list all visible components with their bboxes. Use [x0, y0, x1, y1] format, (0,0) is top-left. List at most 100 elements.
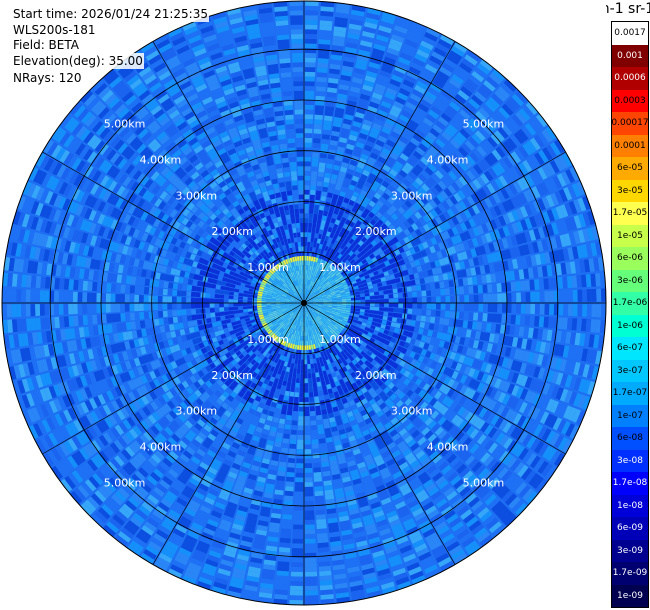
- ray-gate: [304, 411, 310, 417]
- ray-gate: [322, 308, 327, 311]
- ray-gate: [326, 308, 332, 311]
- ray-gate: [559, 359, 567, 372]
- ray-gate: [317, 428, 325, 435]
- ray-gate: [77, 280, 84, 291]
- ray-gate: [279, 413, 286, 420]
- ray-gate: [374, 303, 380, 307]
- ray-gate: [96, 303, 102, 313]
- ray-gate: [77, 315, 84, 326]
- ray-gate: [410, 320, 416, 327]
- ray-gate: [281, 519, 292, 525]
- ray-gate: [322, 307, 328, 309]
- ray-gate: [295, 477, 304, 483]
- ray-gate: [317, 537, 329, 544]
- ray-gate: [515, 361, 523, 373]
- ray-gate: [525, 303, 531, 314]
- ray-gate: [381, 320, 387, 325]
- ray-gate: [305, 576, 318, 582]
- ray-gate: [407, 308, 413, 314]
- ray-gate: [275, 584, 289, 591]
- ray-gate: [294, 491, 304, 497]
- ray-gate: [565, 331, 572, 344]
- ray-gate: [192, 279, 198, 286]
- ray-gate: [196, 319, 203, 326]
- ray-gate: [518, 326, 525, 337]
- ray-gate: [59, 278, 65, 290]
- ray-gate: [205, 293, 211, 298]
- ray-gate: [388, 303, 394, 308]
- ray-gate: [582, 364, 590, 378]
- ray-gate: [530, 303, 536, 315]
- ray-gate: [511, 303, 517, 314]
- ray-gate: [319, 395, 325, 401]
- ray-gate: [473, 303, 479, 312]
- ray-gate: [463, 312, 469, 320]
- ray-gate: [567, 346, 575, 359]
- ray-gate: [11, 273, 18, 287]
- ppi-rays: [2, 1, 606, 605]
- ray-gate: [359, 312, 365, 316]
- ray-gate: [25, 289, 31, 302]
- ray-gate: [261, 303, 267, 306]
- ray-gate: [304, 524, 315, 530]
- ray-gate: [167, 289, 173, 296]
- ray-gate: [421, 309, 427, 316]
- ray-gate: [340, 311, 346, 314]
- ray-gate: [332, 306, 337, 308]
- ray-gate: [310, 425, 317, 431]
- ray-gate: [86, 292, 92, 303]
- ray-gate: [509, 325, 516, 336]
- ray-gate: [313, 303, 319, 305]
- ray-gate: [182, 278, 189, 285]
- ray-gate: [44, 317, 51, 330]
- ray-gate: [536, 354, 544, 366]
- ray-gate: [195, 308, 201, 314]
- ray-gate: [474, 331, 481, 340]
- ray-gate: [360, 309, 365, 313]
- ray-gate: [436, 303, 441, 310]
- ray-gate: [63, 303, 69, 315]
- ray-gate: [282, 509, 293, 515]
- ray-gate: [318, 561, 331, 567]
- ray-gate: [454, 311, 460, 319]
- ray-gate: [518, 350, 526, 361]
- ray-gate: [313, 472, 322, 478]
- ray-gate: [304, 482, 313, 487]
- ray-gate: [335, 310, 341, 313]
- ray-gate: [73, 279, 79, 291]
- ray-gate: [294, 486, 304, 492]
- ray-gate: [289, 391, 295, 397]
- ray-gate: [407, 331, 414, 338]
- ray-gate: [289, 599, 303, 605]
- ray-gate: [295, 468, 304, 473]
- ray-gate: [181, 309, 187, 316]
- ray-gate: [291, 548, 303, 554]
- ray-gate: [287, 462, 295, 468]
- ray-gate: [389, 326, 396, 332]
- ray-gate: [143, 286, 150, 295]
- ray-gate: [314, 396, 320, 402]
- ray-gate: [532, 353, 540, 365]
- ray-gate: [115, 284, 121, 293]
- ray-gate: [296, 458, 304, 464]
- ray-gate: [96, 293, 102, 303]
- ray-gate: [321, 466, 330, 472]
- ray-gate: [307, 368, 312, 374]
- ray-gate: [171, 296, 177, 303]
- ray-gate: [304, 444, 312, 450]
- ray-gate: [314, 481, 323, 487]
- ray-gate: [256, 298, 262, 301]
- ray-gate: [238, 306, 243, 310]
- ray-gate: [135, 320, 141, 329]
- ray-gate: [305, 571, 318, 577]
- ray-gate: [176, 296, 182, 303]
- ray-gate: [285, 481, 294, 487]
- ray-gate: [163, 281, 169, 289]
- ray-gate: [210, 312, 216, 318]
- ray-gate: [317, 533, 328, 539]
- ray-gate: [468, 339, 475, 348]
- ray-gate: [442, 325, 449, 333]
- ray-gate: [304, 496, 314, 502]
- ray-gate: [299, 397, 304, 403]
- ray-gate: [296, 453, 304, 459]
